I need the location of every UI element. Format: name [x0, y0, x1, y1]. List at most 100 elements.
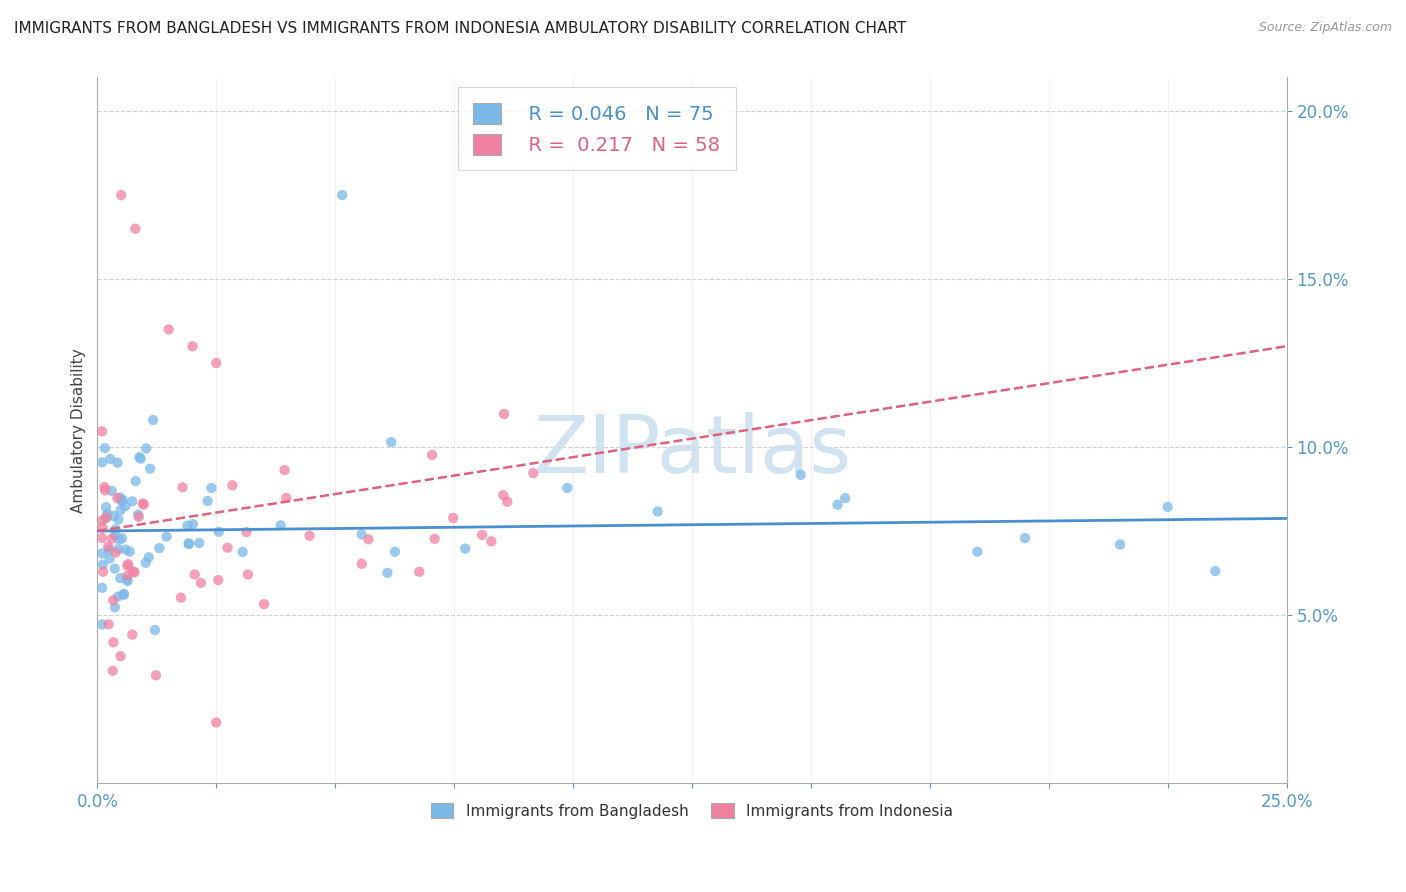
- Point: [1014, 531, 1036, 545]
- Point: [1204, 564, 1226, 578]
- Point: [129, 451, 152, 466]
- Point: [128, 450, 150, 464]
- Point: [350, 527, 373, 541]
- Point: [181, 517, 204, 532]
- Point: [177, 536, 200, 550]
- Point: [104, 545, 127, 559]
- Point: [121, 627, 143, 641]
- Point: [96, 511, 118, 525]
- Point: [384, 544, 406, 558]
- Point: [408, 565, 430, 579]
- Point: [155, 530, 177, 544]
- Point: [217, 541, 239, 555]
- Point: [98, 551, 121, 566]
- Point: [135, 556, 157, 570]
- Point: [221, 478, 243, 492]
- Point: [471, 528, 494, 542]
- Point: [112, 588, 135, 602]
- Point: [110, 188, 132, 202]
- Point: [91, 546, 114, 560]
- Point: [122, 565, 145, 579]
- Point: [91, 455, 114, 469]
- Point: [1109, 537, 1132, 551]
- Point: [103, 635, 125, 649]
- Point: [108, 533, 131, 547]
- Point: [91, 617, 114, 632]
- Point: [205, 715, 228, 730]
- Point: [91, 531, 114, 545]
- Point: [145, 668, 167, 682]
- Point: [188, 536, 211, 550]
- Point: [124, 566, 146, 580]
- Point: [232, 545, 254, 559]
- Point: [207, 573, 229, 587]
- Point: [98, 451, 121, 466]
- Point: [236, 567, 259, 582]
- Point: [522, 466, 544, 480]
- Point: [128, 509, 150, 524]
- Point: [197, 494, 219, 508]
- Point: [170, 591, 193, 605]
- Point: [177, 537, 200, 551]
- Point: [423, 532, 446, 546]
- Point: [114, 499, 136, 513]
- Point: [117, 557, 139, 571]
- Text: Source: ZipAtlas.com: Source: ZipAtlas.com: [1258, 21, 1392, 34]
- Point: [94, 483, 117, 498]
- Point: [157, 322, 180, 336]
- Point: [107, 590, 129, 604]
- Text: IMMIGRANTS FROM BANGLADESH VS IMMIGRANTS FROM INDONESIA AMBULATORY DISABILITY CO: IMMIGRANTS FROM BANGLADESH VS IMMIGRANTS…: [14, 21, 907, 36]
- Point: [138, 550, 160, 565]
- Point: [100, 483, 122, 498]
- Point: [172, 480, 194, 494]
- Point: [253, 597, 276, 611]
- Point: [110, 491, 132, 505]
- Point: [98, 542, 121, 557]
- Text: ZIPatlas: ZIPatlas: [533, 412, 851, 491]
- Point: [112, 587, 135, 601]
- Point: [94, 500, 117, 515]
- Point: [557, 481, 579, 495]
- Point: [117, 574, 139, 588]
- Point: [235, 525, 257, 540]
- Point: [827, 498, 849, 512]
- Point: [91, 513, 114, 527]
- Point: [270, 518, 292, 533]
- Point: [110, 649, 132, 664]
- Point: [200, 481, 222, 495]
- Point: [110, 493, 132, 508]
- Point: [135, 442, 157, 456]
- Point: [104, 522, 127, 536]
- Point: [377, 566, 399, 580]
- Point: [190, 575, 212, 590]
- Point: [454, 541, 477, 556]
- Point: [1156, 500, 1178, 514]
- Point: [104, 561, 127, 575]
- Point: [107, 456, 129, 470]
- Point: [357, 533, 380, 547]
- Point: [139, 461, 162, 475]
- Point: [97, 540, 120, 554]
- Point: [132, 498, 155, 512]
- Point: [124, 474, 146, 488]
- Point: [91, 581, 114, 595]
- Point: [93, 480, 115, 494]
- Point: [208, 524, 231, 539]
- Point: [118, 544, 141, 558]
- Point: [273, 463, 295, 477]
- Point: [142, 413, 165, 427]
- Point: [143, 623, 166, 637]
- Point: [94, 441, 117, 455]
- Point: [380, 435, 402, 450]
- Point: [647, 504, 669, 518]
- Point: [205, 356, 228, 370]
- Point: [107, 542, 129, 557]
- Legend: Immigrants from Bangladesh, Immigrants from Indonesia: Immigrants from Bangladesh, Immigrants f…: [425, 797, 959, 825]
- Point: [494, 407, 516, 421]
- Point: [91, 425, 114, 439]
- Point: [117, 558, 139, 573]
- Point: [104, 600, 127, 615]
- Point: [790, 467, 813, 482]
- Point: [104, 528, 127, 542]
- Point: [101, 593, 124, 607]
